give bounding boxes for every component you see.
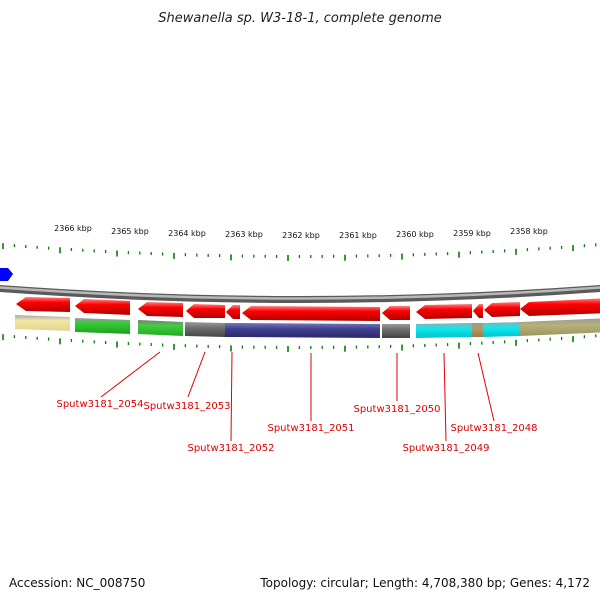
tick-row-top (2, 243, 597, 261)
gene-arrow[interactable] (186, 304, 225, 318)
kbp-label: 2363 kbp (225, 230, 263, 239)
map-title: Shewanella sp. W3-18-1, complete genome (158, 11, 441, 26)
feature-block (138, 320, 183, 336)
gene-labels: Sputw3181_2054 Sputw3181_2053 Sputw3181_… (56, 399, 537, 454)
topology-text: Topology: circular; Length: 4,708,380 bp… (260, 576, 590, 590)
gene-label[interactable]: Sputw3181_2052 (187, 443, 274, 454)
accession-text: Accession: NC_008750 (9, 576, 146, 590)
leader-line (230, 351, 233, 442)
feature-block (520, 318, 600, 336)
leader-line (443, 352, 447, 442)
genome-backbone-highlight (0, 286, 600, 300)
leader-line (477, 352, 495, 422)
gene-label[interactable]: Sputw3181_2053 (143, 401, 230, 412)
feature-block (241, 323, 380, 338)
feature-block (185, 322, 225, 337)
feature-block (15, 315, 70, 331)
gene-arrow[interactable] (75, 299, 130, 315)
feature-block (225, 323, 241, 337)
gene-arrow[interactable] (473, 304, 483, 318)
gene-label[interactable]: Sputw3181_2048 (450, 423, 537, 434)
gene-arrow[interactable] (416, 304, 472, 319)
gene-arrow[interactable] (242, 306, 380, 321)
kbp-label: 2366 kbp (54, 224, 92, 233)
gene-label[interactable]: Sputw3181_2051 (267, 423, 354, 434)
feature-block (483, 322, 520, 337)
leader-line (187, 351, 206, 398)
tick-row-bottom (2, 334, 597, 352)
feature-block (75, 318, 130, 334)
gene-arrow[interactable] (138, 302, 183, 317)
kbp-label: 2362 kbp (282, 231, 320, 240)
kbp-label: 2360 kbp (396, 230, 434, 239)
leader-line (100, 351, 161, 398)
kbp-label: 2358 kbp (510, 227, 548, 236)
label-leader-lines (100, 351, 495, 442)
feature-block (382, 324, 410, 338)
gene-label[interactable]: Sputw3181_2049 (402, 443, 489, 454)
feature-color-band (15, 315, 600, 338)
position-marker-icon (0, 268, 13, 281)
gene-arrow[interactable] (382, 306, 410, 320)
feature-block (472, 323, 483, 337)
gene-arrow[interactable] (226, 305, 240, 319)
feature-block (416, 323, 472, 338)
gene-arrow[interactable] (484, 302, 520, 317)
gene-label[interactable]: Sputw3181_2050 (353, 404, 440, 415)
gene-label[interactable]: Sputw3181_2054 (56, 399, 143, 410)
gene-arrow[interactable] (520, 298, 600, 316)
kbp-label: 2364 kbp (168, 229, 206, 238)
kbp-scale: 2366 kbp 2365 kbp 2364 kbp 2363 kbp 2362… (54, 224, 548, 240)
gene-arrows (16, 297, 600, 321)
gene-arrow[interactable] (16, 297, 70, 312)
kbp-label: 2359 kbp (453, 229, 491, 238)
kbp-label: 2365 kbp (111, 227, 149, 236)
kbp-label: 2361 kbp (339, 231, 377, 240)
